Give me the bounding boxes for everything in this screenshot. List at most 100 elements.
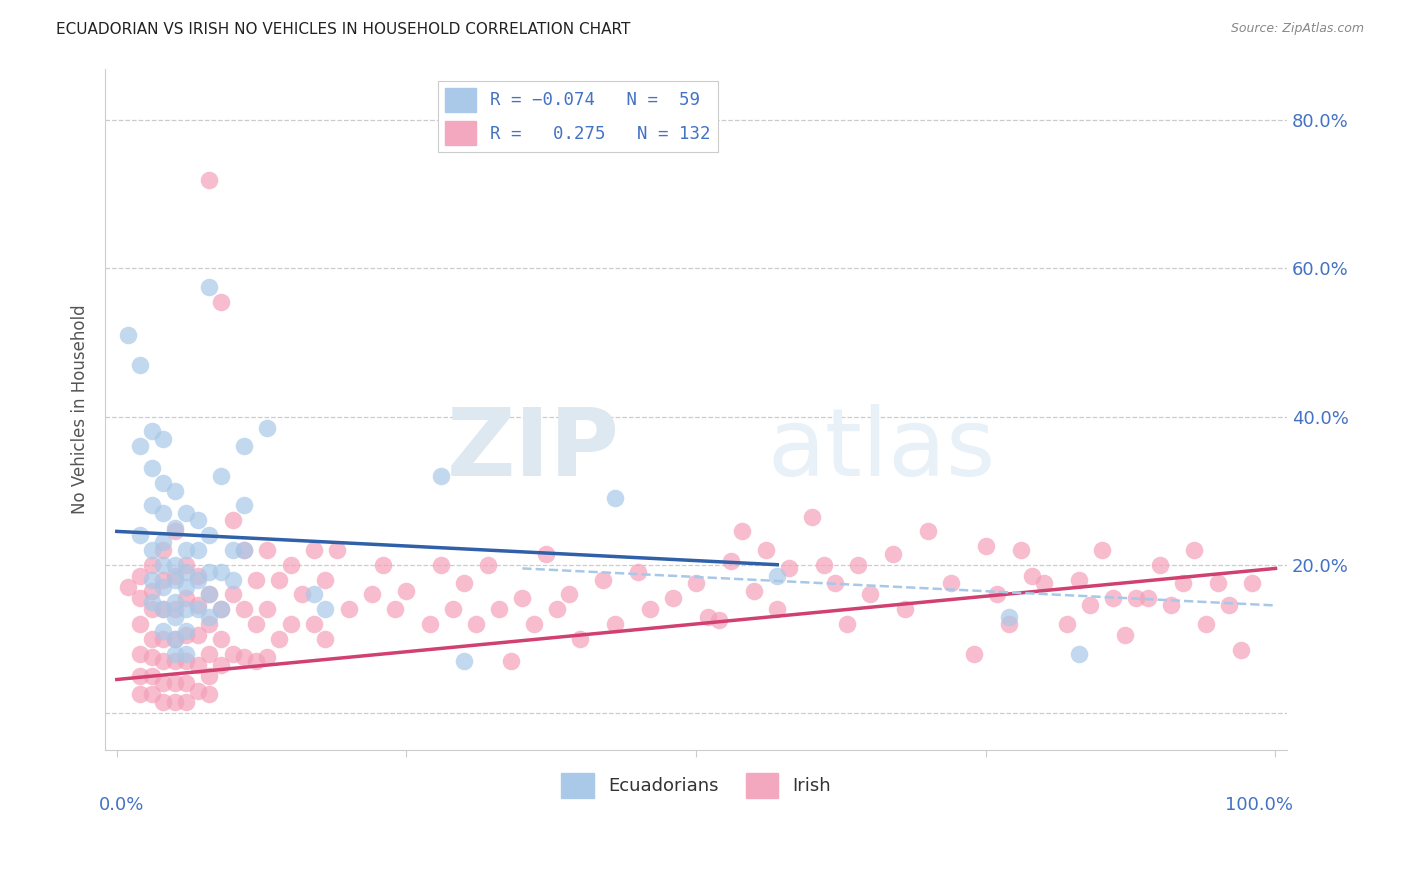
Point bbox=[221, 647, 243, 661]
Point bbox=[1091, 542, 1114, 557]
Point bbox=[1010, 542, 1032, 557]
Point bbox=[209, 468, 232, 483]
Point bbox=[152, 535, 174, 549]
Point bbox=[1229, 643, 1251, 657]
Point bbox=[813, 558, 835, 572]
Point bbox=[152, 602, 174, 616]
Point bbox=[638, 602, 661, 616]
Point bbox=[221, 587, 243, 601]
Point bbox=[152, 542, 174, 557]
Point bbox=[1182, 542, 1205, 557]
Point bbox=[1218, 599, 1240, 613]
Point bbox=[824, 576, 846, 591]
Point bbox=[314, 573, 336, 587]
Point bbox=[592, 573, 614, 587]
Point bbox=[709, 613, 731, 627]
Point bbox=[233, 499, 256, 513]
Point bbox=[141, 669, 163, 683]
Point bbox=[848, 558, 870, 572]
Point bbox=[267, 632, 290, 646]
Point bbox=[198, 528, 221, 542]
Point bbox=[1056, 617, 1078, 632]
Point bbox=[141, 602, 163, 616]
Point bbox=[141, 461, 163, 475]
Point bbox=[360, 587, 382, 601]
Point bbox=[152, 624, 174, 639]
Point bbox=[1149, 558, 1171, 572]
Point bbox=[129, 358, 152, 372]
Point bbox=[198, 617, 221, 632]
Point bbox=[696, 609, 718, 624]
Point bbox=[141, 632, 163, 646]
Point bbox=[419, 617, 441, 632]
Point bbox=[720, 554, 742, 568]
Point bbox=[152, 432, 174, 446]
Point bbox=[256, 602, 278, 616]
Point bbox=[233, 542, 256, 557]
Point bbox=[198, 609, 221, 624]
Point bbox=[441, 602, 464, 616]
Point bbox=[176, 602, 198, 616]
Point bbox=[141, 650, 163, 665]
Point bbox=[512, 591, 534, 605]
Point bbox=[1241, 576, 1264, 591]
Text: ZIP: ZIP bbox=[447, 404, 619, 496]
Legend: Ecuadorians, Irish: Ecuadorians, Irish bbox=[554, 765, 838, 805]
Point bbox=[141, 425, 163, 439]
Point bbox=[141, 687, 163, 701]
Point bbox=[152, 506, 174, 520]
Point bbox=[176, 695, 198, 709]
Point bbox=[1137, 591, 1160, 605]
Point bbox=[198, 647, 221, 661]
Point bbox=[1206, 576, 1229, 591]
Point bbox=[187, 683, 209, 698]
Point bbox=[176, 628, 198, 642]
Point bbox=[859, 587, 882, 601]
Point bbox=[198, 280, 221, 294]
Point bbox=[523, 617, 546, 632]
Point bbox=[152, 695, 174, 709]
Point bbox=[163, 695, 186, 709]
Point bbox=[187, 657, 209, 672]
Point bbox=[326, 542, 349, 557]
Point bbox=[152, 573, 174, 587]
Point bbox=[187, 628, 209, 642]
Point bbox=[176, 624, 198, 639]
Point bbox=[1102, 591, 1125, 605]
Point bbox=[395, 583, 418, 598]
Point bbox=[1125, 591, 1147, 605]
Point bbox=[245, 617, 267, 632]
Point bbox=[963, 647, 986, 661]
Point bbox=[998, 617, 1021, 632]
Point bbox=[766, 602, 789, 616]
Point bbox=[465, 617, 488, 632]
Point bbox=[233, 650, 256, 665]
Point bbox=[1032, 576, 1054, 591]
Point bbox=[129, 617, 152, 632]
Point bbox=[893, 602, 915, 616]
Point bbox=[198, 172, 221, 186]
Point bbox=[233, 439, 256, 453]
Point bbox=[209, 565, 232, 579]
Point bbox=[187, 542, 209, 557]
Point bbox=[209, 294, 232, 309]
Point bbox=[163, 632, 186, 646]
Point bbox=[117, 580, 139, 594]
Point bbox=[163, 595, 186, 609]
Point bbox=[835, 617, 858, 632]
Point bbox=[163, 676, 186, 690]
Point bbox=[129, 687, 152, 701]
Point bbox=[256, 420, 278, 434]
Point bbox=[163, 573, 186, 587]
Point bbox=[163, 558, 186, 572]
Point bbox=[152, 558, 174, 572]
Point bbox=[163, 524, 186, 539]
Point bbox=[974, 539, 997, 553]
Point bbox=[163, 483, 186, 498]
Point bbox=[163, 521, 186, 535]
Y-axis label: No Vehicles in Household: No Vehicles in Household bbox=[72, 304, 89, 514]
Point bbox=[141, 499, 163, 513]
Point bbox=[209, 632, 232, 646]
Point bbox=[163, 654, 186, 668]
Point bbox=[302, 617, 325, 632]
